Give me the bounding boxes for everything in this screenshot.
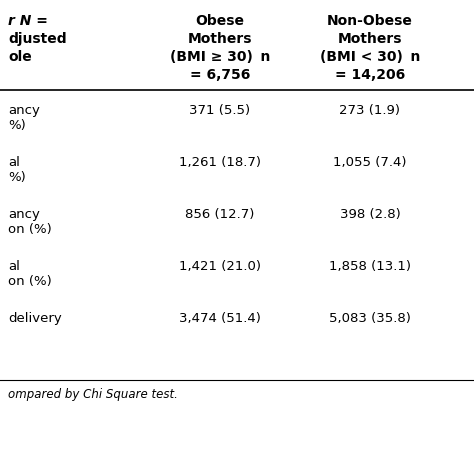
Text: ompared by Chi Square test.: ompared by Chi Square test. (8, 388, 178, 401)
Text: al
%): al %) (8, 156, 26, 184)
Text: (BMI ≥ 30)  n: (BMI ≥ 30) n (170, 50, 270, 64)
Text: ole: ole (8, 50, 32, 64)
Text: r N =: r N = (8, 14, 48, 28)
Text: = 14,206: = 14,206 (335, 68, 405, 82)
Text: ancy
%): ancy %) (8, 104, 40, 132)
Text: Mothers: Mothers (338, 32, 402, 46)
Text: (BMI < 30)  n: (BMI < 30) n (320, 50, 420, 64)
Text: ancy
on (%): ancy on (%) (8, 208, 52, 236)
Text: 1,055 (7.4): 1,055 (7.4) (333, 156, 407, 169)
Text: 856 (12.7): 856 (12.7) (185, 208, 255, 221)
Text: 1,421 (21.0): 1,421 (21.0) (179, 260, 261, 273)
Text: = 6,756: = 6,756 (190, 68, 250, 82)
Text: 1,261 (18.7): 1,261 (18.7) (179, 156, 261, 169)
Text: delivery: delivery (8, 312, 62, 325)
Text: 3,474 (51.4): 3,474 (51.4) (179, 312, 261, 325)
Text: Obese: Obese (195, 14, 245, 28)
Text: 273 (1.9): 273 (1.9) (339, 104, 401, 117)
Text: Non-Obese: Non-Obese (327, 14, 413, 28)
Text: 1,858 (13.1): 1,858 (13.1) (329, 260, 411, 273)
Text: 398 (2.8): 398 (2.8) (340, 208, 401, 221)
Text: djusted: djusted (8, 32, 67, 46)
Text: al
on (%): al on (%) (8, 260, 52, 288)
Text: 5,083 (35.8): 5,083 (35.8) (329, 312, 411, 325)
Text: 371 (5.5): 371 (5.5) (190, 104, 251, 117)
Text: Mothers: Mothers (188, 32, 252, 46)
